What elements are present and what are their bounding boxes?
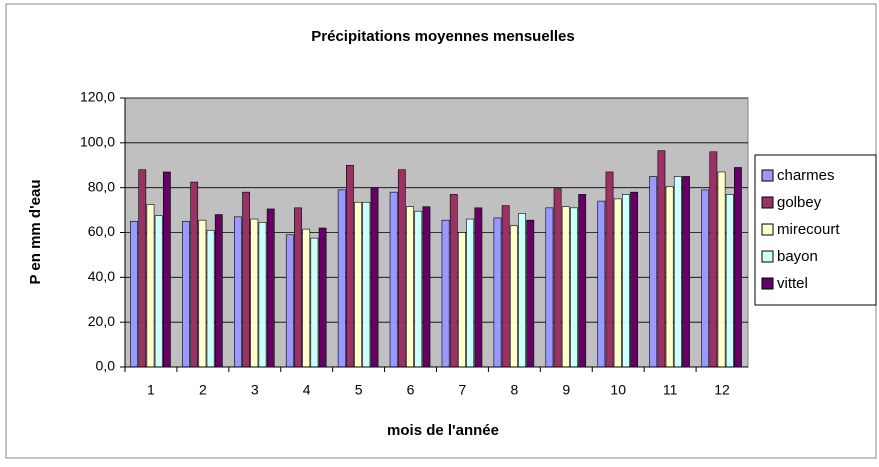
x-tick-label: 1 bbox=[147, 382, 155, 398]
y-tick-label: 60,0 bbox=[88, 223, 115, 239]
bar bbox=[518, 213, 526, 368]
legend-swatch bbox=[761, 277, 774, 290]
bar bbox=[493, 217, 502, 368]
bar bbox=[198, 219, 207, 368]
bar bbox=[578, 194, 587, 368]
x-tick-label: 7 bbox=[459, 382, 467, 398]
bar bbox=[630, 191, 639, 368]
legend-label: mirecourt bbox=[777, 221, 840, 238]
x-tick-label: 9 bbox=[562, 382, 570, 398]
x-tick-label: 5 bbox=[355, 382, 363, 398]
bar bbox=[613, 198, 622, 368]
x-tick-label: 12 bbox=[714, 382, 730, 398]
bar bbox=[458, 232, 466, 368]
bar bbox=[526, 219, 535, 368]
y-tick-label: 40,0 bbox=[88, 268, 115, 284]
bar bbox=[154, 215, 163, 368]
y-tick-label: 20,0 bbox=[88, 313, 115, 329]
y-tick-label: 80,0 bbox=[88, 178, 115, 194]
x-tick-label: 11 bbox=[663, 382, 678, 398]
legend-label: golbey bbox=[777, 194, 822, 211]
bar bbox=[622, 194, 630, 368]
bar bbox=[561, 206, 570, 368]
bar bbox=[182, 220, 190, 368]
bar bbox=[250, 218, 259, 368]
bar bbox=[406, 206, 414, 368]
bar bbox=[242, 191, 250, 368]
x-tick-label: 6 bbox=[407, 382, 415, 398]
bar bbox=[553, 188, 562, 368]
bar bbox=[233, 216, 242, 368]
bar bbox=[162, 171, 171, 368]
legend-swatch bbox=[761, 169, 774, 182]
bar bbox=[449, 194, 458, 368]
x-axis-title: mois de l'année bbox=[387, 422, 499, 439]
y-tick-label: 100,0 bbox=[80, 134, 115, 150]
bar bbox=[597, 200, 606, 368]
legend bbox=[754, 154, 877, 306]
bar bbox=[649, 176, 658, 368]
bar bbox=[138, 169, 147, 368]
x-tick-label: 10 bbox=[610, 382, 626, 398]
x-tick-label: 8 bbox=[510, 382, 518, 398]
bar bbox=[397, 169, 406, 368]
bar bbox=[346, 164, 354, 368]
bar bbox=[370, 187, 379, 368]
bar bbox=[389, 191, 398, 368]
legend-label: bayon bbox=[777, 248, 818, 265]
bar bbox=[414, 210, 423, 368]
bar bbox=[682, 176, 690, 368]
bar bbox=[354, 201, 363, 368]
bar bbox=[294, 207, 302, 368]
bar bbox=[657, 150, 666, 368]
bar bbox=[258, 222, 267, 368]
bar bbox=[545, 207, 554, 368]
bar bbox=[302, 228, 311, 368]
bar bbox=[422, 206, 431, 368]
bar bbox=[310, 237, 319, 368]
bar bbox=[206, 229, 215, 368]
legend-swatch bbox=[761, 196, 774, 209]
bar bbox=[285, 234, 294, 368]
bar bbox=[605, 171, 614, 368]
bar bbox=[665, 186, 674, 368]
legend-label: vittel bbox=[777, 275, 808, 292]
bar bbox=[146, 204, 155, 368]
bar bbox=[190, 181, 199, 368]
bar bbox=[501, 205, 510, 368]
bar bbox=[717, 171, 726, 368]
legend-label: charmes bbox=[777, 167, 835, 184]
chart-title: Précipitations moyennes mensuelles bbox=[311, 28, 574, 45]
y-axis-title: P en mm d'eau bbox=[27, 180, 44, 285]
y-tick-label: 120,0 bbox=[80, 89, 115, 105]
bar bbox=[266, 208, 275, 368]
legend-swatch bbox=[761, 250, 774, 263]
bar bbox=[318, 227, 327, 368]
bar bbox=[474, 207, 483, 368]
bar bbox=[466, 218, 475, 368]
y-tick-label: 0,0 bbox=[96, 358, 116, 374]
bar bbox=[701, 189, 710, 368]
bar bbox=[130, 220, 138, 368]
legend-swatch bbox=[761, 223, 774, 236]
bar bbox=[509, 225, 518, 368]
bar bbox=[725, 194, 734, 368]
x-tick-label: 3 bbox=[251, 382, 259, 398]
bar bbox=[570, 207, 578, 368]
bar bbox=[362, 201, 371, 368]
bar bbox=[673, 176, 682, 368]
bar bbox=[709, 151, 718, 368]
bar bbox=[734, 167, 742, 368]
bar bbox=[214, 214, 223, 368]
bar bbox=[337, 189, 346, 368]
x-tick-label: 4 bbox=[303, 382, 311, 398]
bar bbox=[441, 219, 450, 368]
x-tick-label: 2 bbox=[199, 382, 207, 398]
